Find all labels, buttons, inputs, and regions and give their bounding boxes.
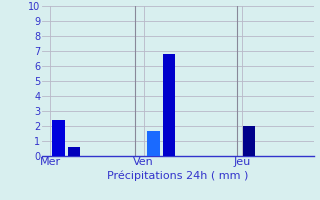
X-axis label: Précipitations 24h ( mm ): Précipitations 24h ( mm ) bbox=[107, 170, 248, 181]
Bar bbox=[243, 126, 255, 156]
Bar bbox=[163, 54, 175, 156]
Bar bbox=[52, 120, 65, 156]
Bar bbox=[148, 130, 160, 156]
Bar bbox=[68, 147, 80, 156]
